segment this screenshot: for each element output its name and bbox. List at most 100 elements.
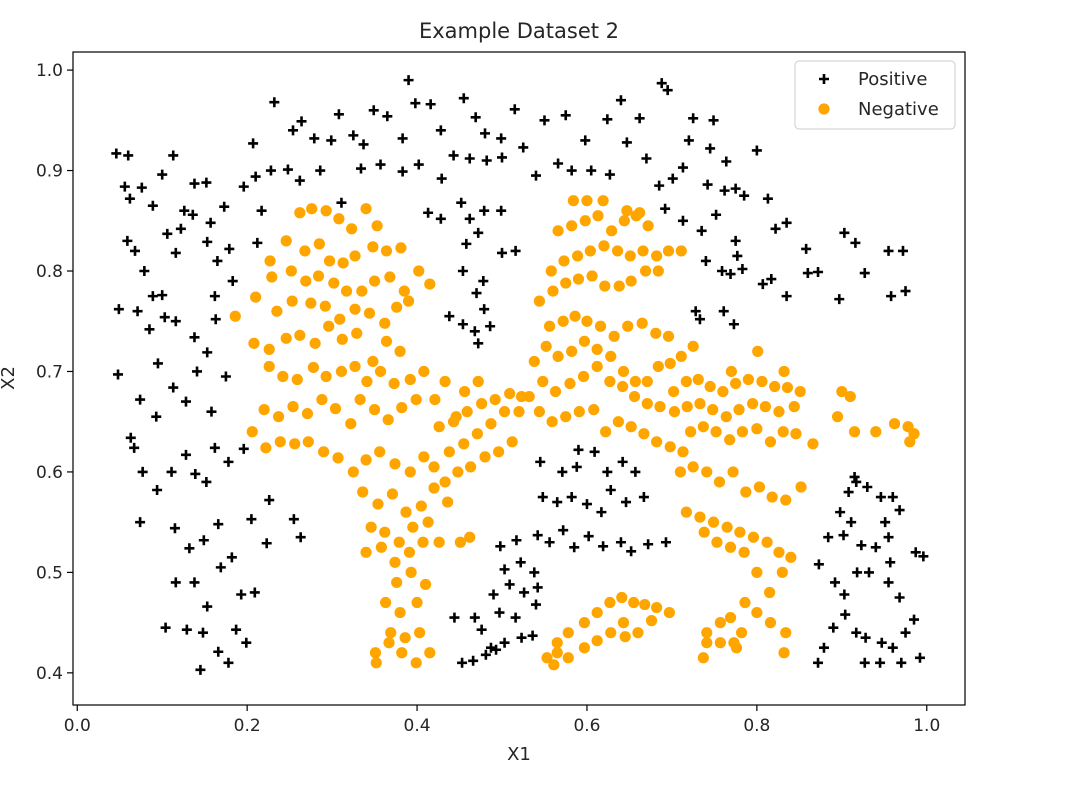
positive-point [708, 115, 719, 126]
positive-point [166, 466, 177, 477]
positive-point [282, 164, 293, 175]
positive-point [730, 235, 741, 246]
positive-point [192, 366, 203, 377]
negative-point [781, 381, 794, 394]
negative-point [309, 337, 321, 349]
negative-point [246, 426, 258, 438]
negative-point [424, 278, 436, 290]
negative-point [379, 526, 391, 538]
negative-point [404, 466, 416, 478]
positive-point [494, 607, 505, 618]
positive-point [688, 113, 699, 124]
negative-point [870, 426, 882, 438]
negative-point [433, 421, 445, 433]
negative-point [581, 195, 593, 207]
negative-point [287, 401, 299, 413]
negative-point [540, 340, 552, 352]
positive-point [718, 306, 729, 317]
positive-point [883, 532, 894, 543]
positive-point [170, 247, 181, 258]
negative-point [413, 265, 425, 277]
negative-point [356, 285, 368, 297]
negative-point [711, 536, 723, 548]
negative-point [402, 295, 415, 307]
negative-point [625, 275, 637, 287]
negative-point [417, 536, 429, 548]
positive-point [168, 382, 179, 393]
positive-point [909, 614, 920, 625]
negative-point [452, 466, 464, 478]
negative-point [312, 270, 325, 282]
negative-point [578, 642, 591, 654]
legend-marker-negative [818, 103, 830, 115]
positive-point [175, 223, 186, 234]
negative-point [351, 327, 363, 339]
positive-point [159, 312, 170, 323]
negative-point [545, 265, 557, 277]
negative-point [848, 426, 861, 438]
negative-point [616, 591, 628, 604]
positive-point [326, 135, 337, 146]
negative-point [458, 438, 470, 450]
legend: Positive Negative [794, 60, 956, 130]
negative-point [394, 606, 406, 619]
negative-point [323, 320, 335, 332]
positive-point [823, 532, 834, 543]
negative-point [415, 500, 427, 512]
negative-point [400, 506, 412, 518]
negative-point [371, 220, 383, 232]
negative-point [323, 255, 336, 267]
positive-point [227, 276, 238, 287]
negative-point [663, 606, 675, 619]
negative-point [258, 404, 270, 416]
positive-point [615, 95, 626, 106]
negative-point [523, 390, 535, 403]
negative-point [562, 627, 574, 639]
negative-point [349, 360, 361, 373]
negative-point [370, 657, 382, 669]
negative-point [410, 393, 422, 406]
x-tick-label: 1.0 [913, 716, 940, 736]
negative-point [710, 426, 722, 438]
positive-point [900, 286, 911, 297]
negative-point [547, 285, 559, 297]
positive-point [885, 557, 896, 568]
positive-point [448, 150, 459, 161]
positive-point [719, 185, 730, 196]
negative-point [380, 245, 393, 257]
negative-point [399, 632, 411, 644]
legend-marker-positive [819, 74, 829, 84]
negative-point [552, 350, 564, 362]
negative-point [707, 516, 720, 528]
positive-point [621, 137, 632, 148]
positive-point [894, 592, 905, 603]
positive-point [238, 181, 249, 192]
positive-point [499, 637, 510, 648]
legend-dot-marker [818, 103, 830, 115]
negative-point [675, 245, 687, 257]
negative-point [299, 245, 311, 257]
negative-point [396, 647, 408, 659]
positive-point [702, 179, 713, 190]
positive-point [535, 456, 546, 467]
negative-point [652, 265, 664, 277]
negative-point [319, 300, 331, 312]
negative-point [605, 225, 618, 237]
negative-point [650, 327, 662, 339]
positive-point [209, 291, 220, 302]
negative-point [272, 411, 285, 423]
negative-point [727, 466, 739, 478]
positive-point [358, 139, 369, 150]
negative-point [681, 401, 693, 413]
negative-point [618, 215, 630, 227]
negative-point [349, 250, 361, 262]
positive-point [860, 632, 871, 643]
negative-point [572, 250, 584, 262]
negative-point [394, 345, 406, 357]
negative-point [263, 343, 275, 355]
positive-point [739, 190, 750, 201]
negative-point [725, 365, 737, 378]
negative-point [472, 375, 484, 388]
negative-point [360, 203, 372, 215]
negative-point [619, 631, 631, 643]
